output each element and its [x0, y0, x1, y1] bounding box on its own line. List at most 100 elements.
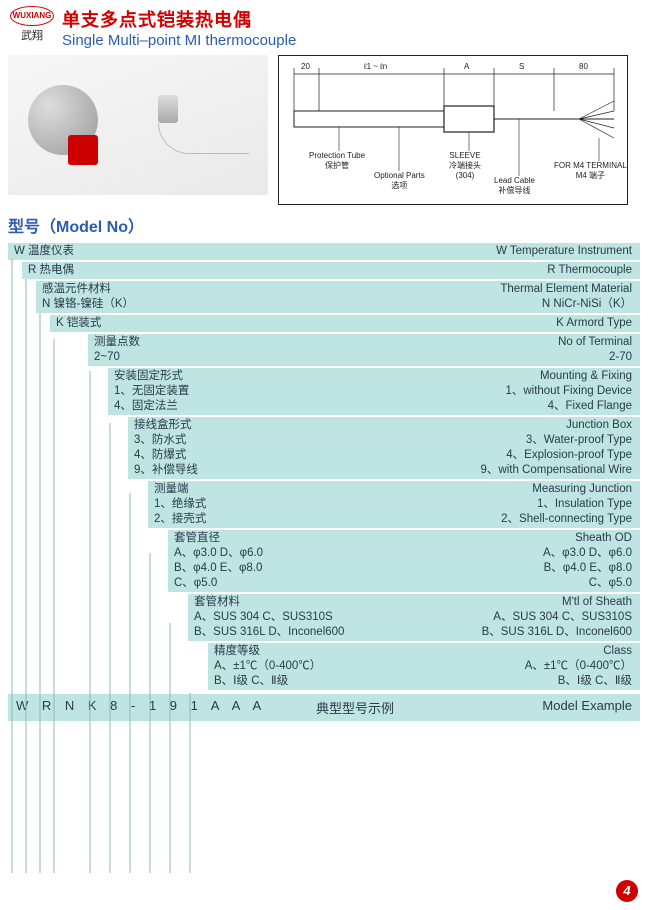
spec-left: 套管直径A、φ3.0 D、φ6.0B、φ4.0 E、φ8.0C、φ5.0: [174, 531, 263, 591]
spec-row: 套管直径A、φ3.0 D、φ6.0B、φ4.0 E、φ8.0C、φ5.0 Shea…: [168, 530, 640, 592]
dim-20: 20: [301, 62, 310, 71]
spec-text: 1、无固定装置: [114, 384, 189, 399]
title-block: 单支多点式铠装热电偶 Single Multi–point MI thermoc…: [62, 6, 296, 49]
spec-text: B、Ⅰ级 C、Ⅱ级: [214, 674, 321, 689]
spec-text: R 热电偶: [28, 263, 74, 278]
spec-text: Junction Box: [481, 418, 632, 433]
spec-left: 套管材料A、SUS 304 C、SUS310SB、SUS 316L D、Inco…: [194, 595, 344, 640]
spec-left: K 铠装式: [56, 316, 101, 331]
spec-text: No of Terminal: [558, 335, 632, 350]
spec-text: 4、Fixed Flange: [505, 399, 632, 414]
technical-diagram: 20 ℓ1 ~ ℓn A S 80 Protection Tube 保护管 Op…: [278, 55, 628, 205]
lead-cn: 补偿导线: [494, 185, 535, 196]
spec-text: R Thermocouple: [547, 263, 632, 278]
spec-left: R 热电偶: [28, 263, 74, 278]
spec-text: 测量端: [154, 482, 206, 497]
spec-text: 3、Water-proof Type: [481, 433, 632, 448]
spec-row: R 热电偶 R Thermocouple: [22, 262, 640, 279]
spec-left: 测量端1、绝缘式2、接壳式: [154, 482, 206, 527]
switches-icon: [68, 135, 98, 165]
spec-text: N NiCr-NiSi（K）: [500, 297, 632, 312]
spec-text: 4、固定法兰: [114, 399, 189, 414]
spec-left: 接线盒形式3、防水式4、防爆式9、补偿导线: [134, 418, 198, 478]
sensor-head-icon: [28, 85, 98, 155]
logo-text-cn: 武翔: [8, 27, 56, 43]
dim-80: 80: [579, 62, 588, 71]
opt-cn: 选项: [374, 180, 425, 191]
spec-right: R Thermocouple: [547, 263, 632, 278]
spec-text: W Temperature Instrument: [496, 244, 632, 259]
spec-text: 2-70: [558, 350, 632, 365]
dim-s: S: [519, 62, 524, 71]
spec-right: W Temperature Instrument: [496, 244, 632, 259]
model-heading: 型号（Model No）: [0, 211, 650, 241]
spec-text: 4、防爆式: [134, 448, 198, 463]
example-codes: W R N K 8 - 1 9 1 A A A: [16, 698, 316, 717]
spec-right: M'tl of SheathA、SUS 304 C、SUS310SB、SUS 3…: [482, 595, 632, 640]
product-photo: [8, 55, 268, 195]
spec-text: 感温元件材料: [42, 282, 134, 297]
label-lead: Lead Cable 补偿导线: [494, 176, 535, 196]
spec-left: 精度等级A、±1℃（0-400℃）B、Ⅰ级 C、Ⅱ级: [214, 644, 321, 689]
term-cn: M4 端子: [554, 170, 627, 181]
label-sleeve: SLEEVE 冷端接头 (304): [449, 151, 481, 180]
spec-text: 安装固定形式: [114, 369, 189, 384]
spec-text: 接线盒形式: [134, 418, 198, 433]
spec-text: K 铠装式: [56, 316, 101, 331]
spec-text: 3、防水式: [134, 433, 198, 448]
spec-text: Mounting & Fixing: [505, 369, 632, 384]
spec-right: Sheath ODA、φ3.0 D、φ6.0B、φ4.0 E、φ8.0C、φ5.…: [543, 531, 632, 591]
spec-text: Sheath OD: [543, 531, 632, 546]
spec-right: ClassA、±1℃（0-400℃）B、Ⅰ级 C、Ⅱ级: [525, 644, 632, 689]
spec-text: A、SUS 304 C、SUS310S: [482, 610, 632, 625]
opt-en: Optional Parts: [374, 171, 425, 180]
spec-text: 9、with Compensational Wire: [481, 463, 632, 478]
diagram-svg: [279, 56, 629, 206]
spec-left: 测量点数2~70: [94, 335, 140, 365]
spec-text: 套管材料: [194, 595, 344, 610]
spec-text: 1、without Fixing Device: [505, 384, 632, 399]
spec-text: 1、Insulation Type: [501, 497, 632, 512]
spec-text: M'tl of Sheath: [482, 595, 632, 610]
spec-text: 2~70: [94, 350, 140, 365]
spec-text: A、SUS 304 C、SUS310S: [194, 610, 344, 625]
spec-text: A、φ3.0 D、φ6.0: [174, 546, 263, 561]
spec-row: K 铠装式 K Armord Type: [50, 315, 640, 332]
spec-text: K Armord Type: [556, 316, 632, 331]
slv-cn: 冷端接头: [449, 160, 481, 171]
probe-icon: [158, 95, 248, 155]
prot-cn: 保护管: [309, 160, 365, 171]
spec-text: C、φ5.0: [543, 576, 632, 591]
spec-text: B、φ4.0 E、φ8.0: [174, 561, 263, 576]
spec-text: C、φ5.0: [174, 576, 263, 591]
dim-a: A: [464, 62, 469, 71]
spec-row: 接线盒形式3、防水式4、防爆式9、补偿导线 Junction Box3、Water…: [128, 417, 640, 479]
spec-area: W 温度仪表 W Temperature Instrument R 热电偶 R The…: [0, 243, 650, 721]
lead-en: Lead Cable: [494, 176, 535, 185]
spec-text: Measuring Junction: [501, 482, 632, 497]
spec-row: 感温元件材料N 镍铬-镍硅（K）Thermal Element Material…: [36, 281, 640, 313]
slv-mat: (304): [449, 171, 481, 180]
model-example-row: W R N K 8 - 1 9 1 A A A 典型型号示例 Model Exa…: [8, 694, 640, 721]
dim-span: ℓ1 ~ ℓn: [364, 62, 387, 71]
spec-text: A、±1℃（0-400℃）: [525, 659, 632, 674]
spec-row: 测量点数2~70 No of Terminal2-70: [88, 334, 640, 366]
label-terminal: FOR M4 TERMINAL M4 端子: [554, 161, 627, 181]
logo-text-en: WUXIANG: [10, 6, 54, 26]
spec-text: B、φ4.0 E、φ8.0: [543, 561, 632, 576]
spec-text: 测量点数: [94, 335, 140, 350]
title-cn: 单支多点式铠装热电偶: [62, 6, 296, 32]
spec-left: W 温度仪表: [14, 244, 74, 259]
spec-row: 安装固定形式1、无固定装置4、固定法兰 Mounting & Fixing1、wi…: [108, 368, 640, 415]
spec-text: 4、Explosion-proof Type: [481, 448, 632, 463]
spec-text: A、φ3.0 D、φ6.0: [543, 546, 632, 561]
spec-text: B、Ⅰ级 C、Ⅱ级: [525, 674, 632, 689]
term-en: FOR M4 TERMINAL: [554, 161, 627, 170]
spec-text: 2、Shell-connecting Type: [501, 512, 632, 527]
spec-right: K Armord Type: [556, 316, 632, 331]
spec-row: 套管材料A、SUS 304 C、SUS310SB、SUS 316L D、Inco…: [188, 594, 640, 641]
label-protection: Protection Tube 保护管: [309, 151, 365, 171]
spec-left: 安装固定形式1、无固定装置4、固定法兰: [114, 369, 189, 414]
spec-text: W 温度仪表: [14, 244, 74, 259]
example-en: Model Example: [466, 698, 632, 717]
